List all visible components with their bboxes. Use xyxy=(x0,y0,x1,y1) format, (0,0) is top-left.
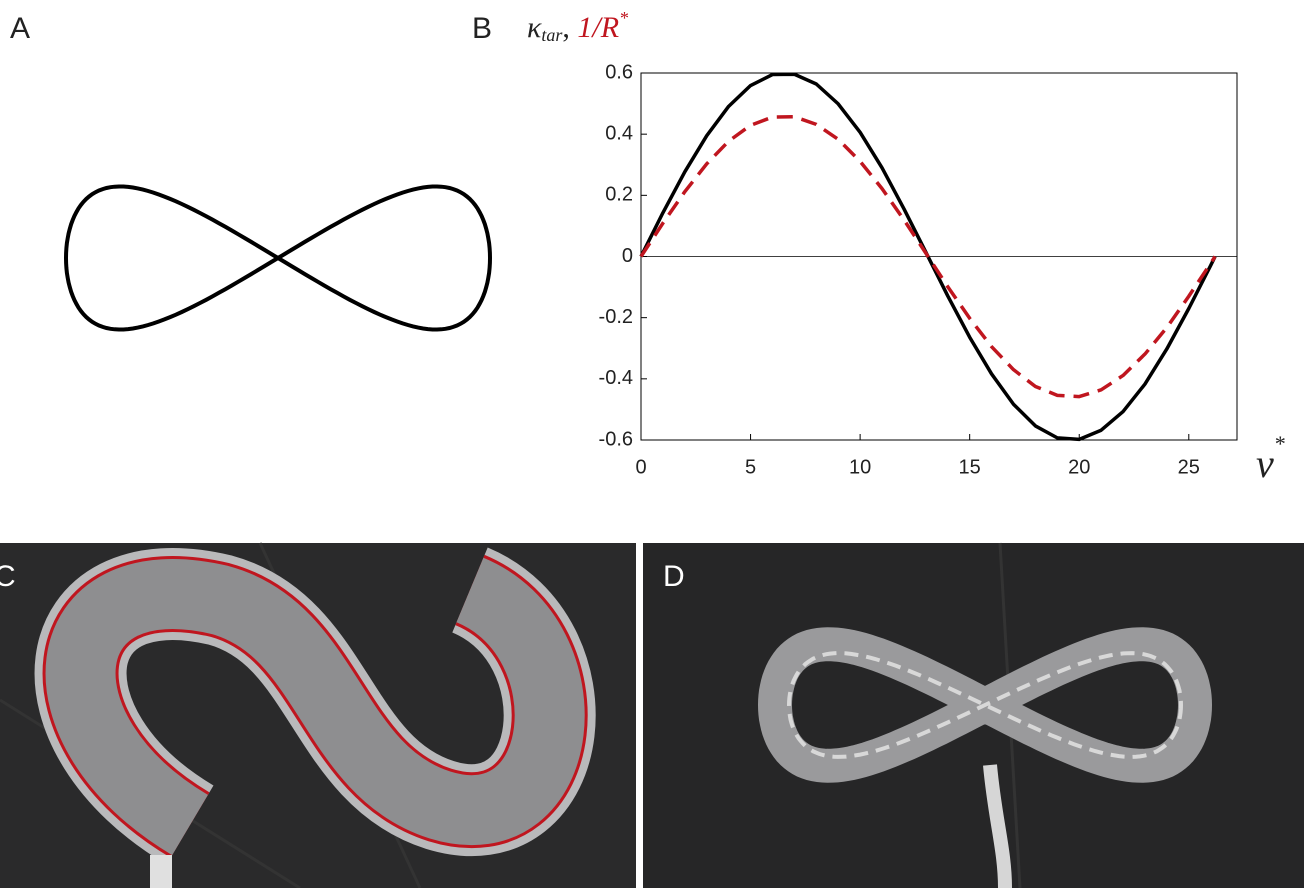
y-tick-label: 0.2 xyxy=(605,184,633,206)
y-tick-label: -0.2 xyxy=(599,306,633,328)
y-tick-label: 0 xyxy=(622,245,633,267)
series-line xyxy=(639,114,1217,399)
panel-label: B xyxy=(472,12,492,45)
panel-label: C xyxy=(0,560,16,593)
x-axis-label-text: v xyxy=(1256,441,1274,486)
x-tick-label: 25 xyxy=(1178,456,1200,478)
y-tick-label: -0.4 xyxy=(599,367,633,389)
series-line xyxy=(639,72,1217,442)
x-tick-label: 15 xyxy=(959,456,981,478)
series-name: 1/R xyxy=(577,11,619,44)
x-tick-label: 10 xyxy=(849,456,871,478)
panel-label: A xyxy=(10,12,30,45)
x-tick-label: 0 xyxy=(635,456,646,478)
y-tick-label: 0.6 xyxy=(605,61,633,83)
photo-d xyxy=(643,542,1304,888)
y-axis-label: κtar, 1/R* xyxy=(527,8,628,45)
x-axis-label: v* xyxy=(1256,431,1285,486)
series-name: κ xyxy=(527,11,542,44)
series-name-sub: tar xyxy=(541,25,563,45)
x-tick-label: 20 xyxy=(1068,456,1090,478)
photo-c xyxy=(0,542,636,888)
y-tick-label: 0.4 xyxy=(605,122,633,144)
y-tick-label: -0.6 xyxy=(599,428,633,450)
panel-label: D xyxy=(663,560,685,593)
series-name-sup: * xyxy=(619,8,628,28)
x-tick-label: 5 xyxy=(745,456,756,478)
figure-eight-curve xyxy=(63,184,493,332)
x-axis-label-sup: * xyxy=(1274,431,1285,456)
